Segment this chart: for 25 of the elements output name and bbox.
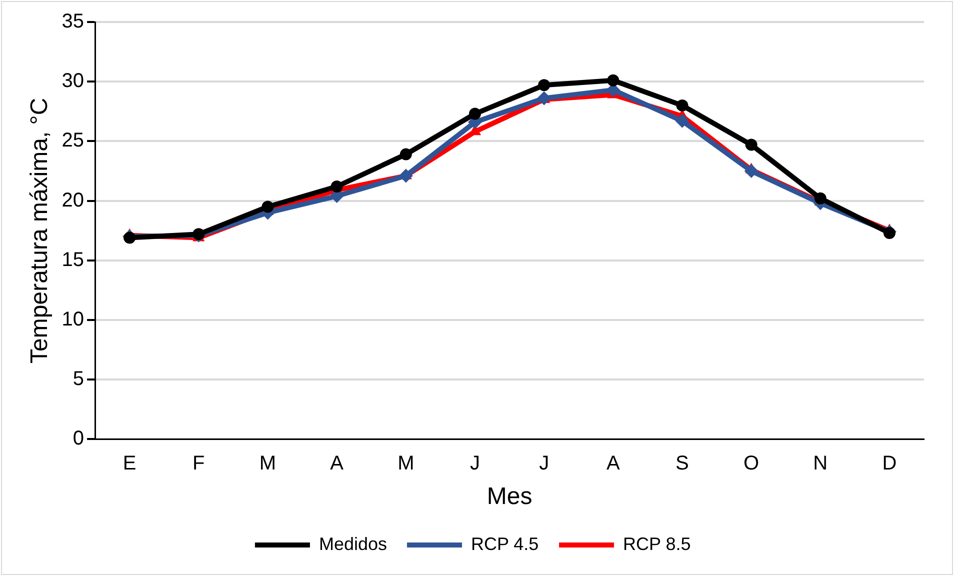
x-tick-label: A [606, 452, 620, 475]
y-tick-label: 20 [62, 189, 84, 212]
y-tick-label: 30 [62, 70, 84, 92]
x-tick-label: A [330, 452, 344, 475]
y-tick-label: 15 [62, 248, 84, 271]
x-tick-label: M [259, 452, 276, 475]
x-tick-label: F [192, 452, 205, 475]
x-tick-label: O [744, 452, 760, 475]
y-tick-label: 5 [72, 368, 84, 390]
y-tick-label: 10 [62, 308, 84, 331]
y-axis-title: Temperatura máxima, °C [26, 98, 54, 364]
x-tick-label: J [539, 452, 550, 475]
x-tick-label: E [122, 452, 136, 475]
x-tick-label: M [398, 452, 414, 475]
legend-label: RCP 4.5 [470, 534, 539, 554]
legend-label: RCP 8.5 [623, 534, 691, 554]
x-tick-label: S [676, 452, 689, 475]
x-tick-label: J [470, 452, 480, 475]
x-tick-label: D [882, 452, 897, 475]
legend-label: Medidos [318, 534, 387, 554]
y-tick-label: 0 [72, 428, 84, 450]
x-axis-title: Mes [486, 483, 532, 510]
x-tick-label: N [813, 452, 828, 475]
y-tick-label: 35 [62, 10, 84, 33]
y-tick-label: 25 [62, 130, 84, 152]
